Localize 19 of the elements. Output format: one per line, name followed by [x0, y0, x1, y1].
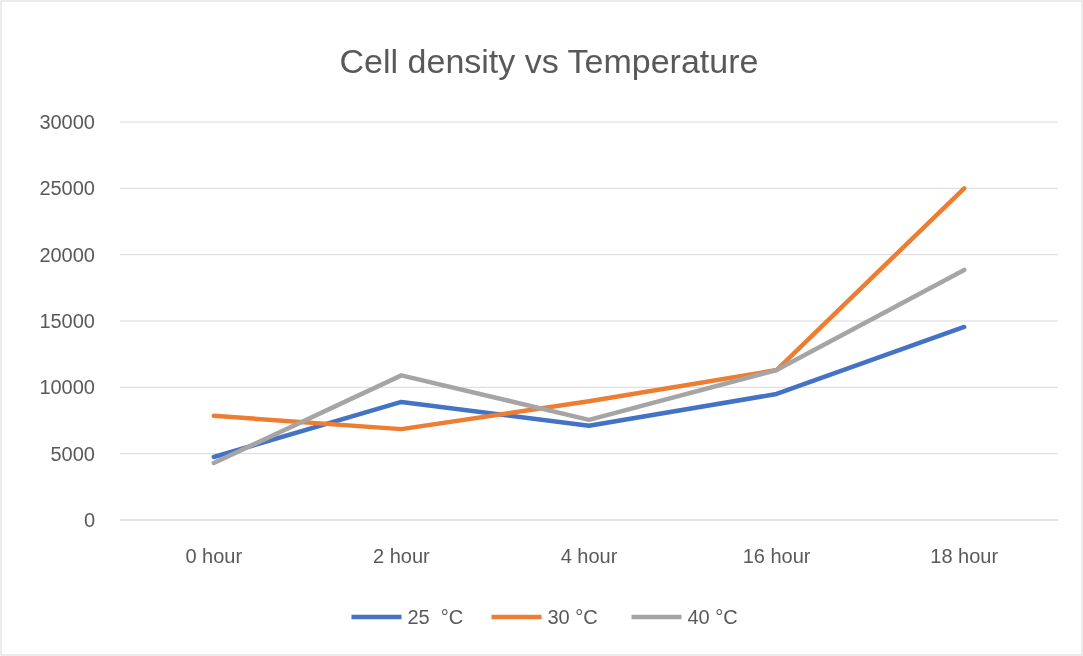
legend-label: 40 °C — [687, 606, 738, 628]
x-tick-label: 16 hour — [742, 545, 811, 567]
y-tick-label: 5000 — [50, 442, 95, 465]
x-tick-label: 18 hour — [930, 545, 999, 567]
y-tick-label: 0 — [83, 509, 95, 531]
legend-label: 30 °C — [547, 606, 598, 628]
y-tick-label: 25000 — [39, 177, 95, 200]
x-tick-label: 2 hour — [373, 545, 431, 567]
line-series — [211, 267, 967, 466]
y-tick-label: 30000 — [39, 111, 95, 133]
line-series — [211, 186, 967, 432]
y-tick-label: 20000 — [39, 243, 95, 266]
y-tick-label: 15000 — [39, 310, 95, 332]
x-tick-label: 0 hour — [185, 545, 243, 567]
x-tick-label: 4 hour — [560, 545, 618, 567]
legend-label: 25 °C — [407, 606, 464, 628]
y-tick-label: 10000 — [39, 376, 95, 399]
chart-title: Cell density vs Temperature — [339, 42, 759, 80]
line-series — [211, 324, 967, 460]
